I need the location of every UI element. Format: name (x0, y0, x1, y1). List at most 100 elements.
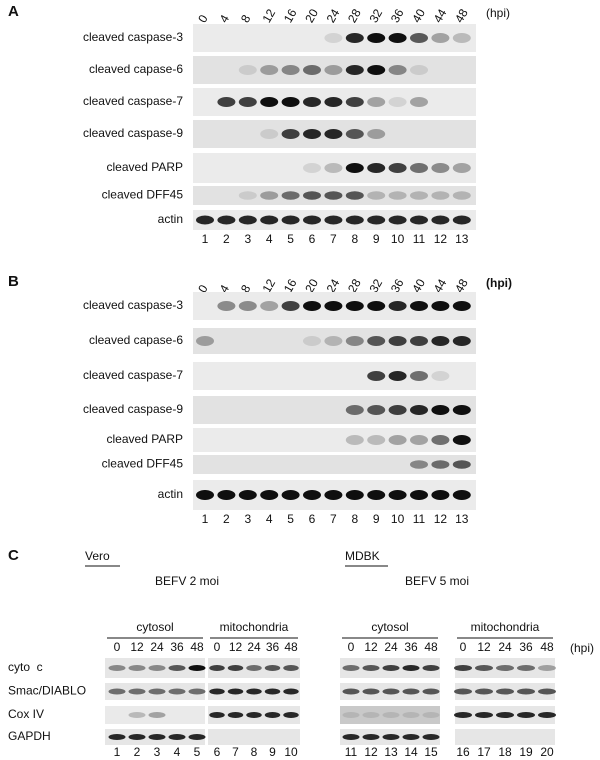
timepoint-label: 40 (409, 276, 428, 295)
band (410, 435, 428, 445)
blot (105, 658, 205, 678)
timepoint-label: 20 (302, 6, 321, 25)
band (367, 371, 386, 381)
band (345, 163, 364, 173)
band (324, 215, 343, 225)
lane-number: 5 (287, 512, 294, 526)
band (410, 301, 428, 311)
band (168, 665, 186, 671)
band (431, 301, 450, 311)
band (345, 490, 364, 500)
band (388, 163, 407, 173)
lane-number: 10 (391, 512, 405, 526)
timepoint-label: 24 (384, 640, 398, 654)
lane-number: 10 (391, 232, 405, 246)
band (410, 371, 428, 381)
row-label: cleaved caspase-3 (83, 298, 183, 312)
band (227, 665, 244, 671)
band (367, 490, 386, 500)
band (452, 163, 471, 173)
band (148, 688, 166, 695)
band (281, 301, 300, 311)
unit-label: (hpi) (570, 641, 594, 655)
timepoint-label: 4 (217, 12, 233, 25)
band (281, 215, 300, 225)
band (303, 490, 321, 500)
band (281, 97, 300, 107)
row-label: cleaved capase-6 (89, 62, 183, 76)
timepoint-label: 0 (214, 640, 221, 654)
band (410, 405, 428, 415)
lane-number: 13 (455, 512, 469, 526)
lane-number: 7 (232, 745, 239, 759)
band (283, 712, 299, 718)
timepoint-label: 36 (404, 640, 418, 654)
lane-number: 7 (330, 512, 337, 526)
row-label: cleaved caspase-7 (83, 94, 183, 108)
panel-label: C (8, 547, 19, 564)
band (431, 33, 450, 43)
blot (193, 328, 476, 354)
band (128, 734, 146, 740)
band (452, 435, 471, 445)
band (362, 688, 380, 695)
timepoint-label: 24 (150, 640, 164, 654)
band (246, 665, 262, 671)
band (345, 129, 364, 139)
band (303, 163, 321, 173)
lane-number: 7 (330, 232, 337, 246)
timepoint-label: 28 (345, 6, 364, 25)
blot (193, 455, 476, 474)
lane-number: 6 (214, 745, 221, 759)
band (431, 163, 450, 173)
timepoint-label: 36 (170, 640, 184, 654)
unit-label: (hpi) (486, 6, 510, 20)
blot (193, 428, 476, 452)
timepoint-label: 8 (238, 12, 254, 25)
band (452, 490, 471, 500)
band (345, 336, 364, 346)
lane-number: 6 (309, 512, 316, 526)
timepoint-label: 24 (498, 640, 512, 654)
band (382, 712, 400, 718)
lane-number: 17 (477, 745, 491, 759)
lane-number: 15 (424, 745, 438, 759)
lane-number: 12 (364, 745, 378, 759)
lane-number: 8 (351, 232, 358, 246)
band (475, 688, 493, 695)
band (324, 191, 343, 200)
timepoint-label: 48 (452, 276, 471, 295)
band (538, 688, 556, 695)
band (260, 215, 279, 225)
band (196, 336, 214, 346)
band (168, 734, 186, 740)
row-label: cleaved caspase-7 (83, 368, 183, 382)
band (382, 665, 400, 671)
band (496, 688, 514, 695)
timepoint-label: 16 (281, 276, 300, 295)
lane-number: 3 (154, 745, 161, 759)
lane-number: 10 (284, 745, 298, 759)
band (431, 371, 450, 381)
band (422, 712, 440, 718)
band (367, 33, 386, 43)
band (196, 215, 214, 225)
band (475, 665, 493, 671)
band (367, 215, 386, 225)
band (345, 215, 364, 225)
lane-number: 20 (540, 745, 554, 759)
band (454, 712, 472, 718)
panel-label: A (8, 3, 19, 20)
band (388, 435, 407, 445)
cell-line: MDBK (345, 549, 380, 563)
unit-label: (hpi) (486, 276, 512, 290)
band (342, 688, 360, 695)
blot (193, 153, 476, 183)
timepoint-label: 0 (460, 640, 467, 654)
band (246, 688, 262, 695)
band (431, 336, 450, 346)
fraction-label: mitochondria (471, 620, 540, 634)
band (454, 688, 472, 695)
band (452, 460, 471, 469)
